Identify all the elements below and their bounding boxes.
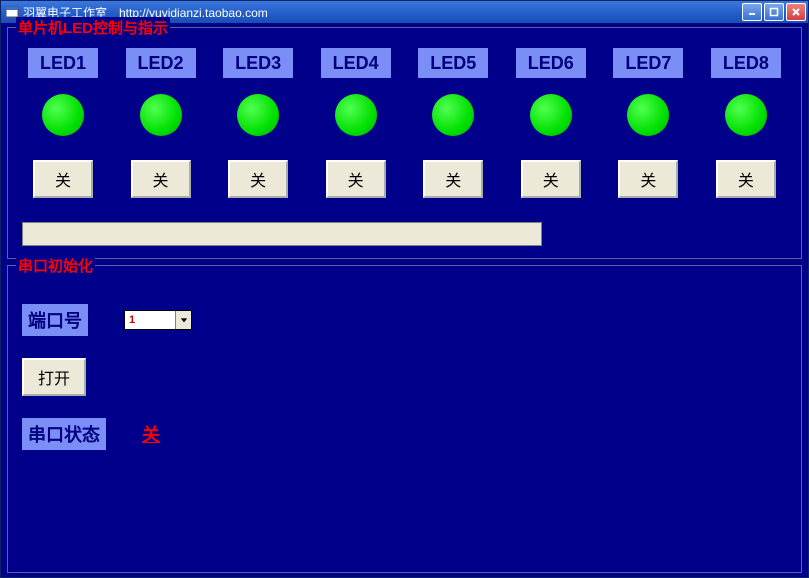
- led-column: LED7 关: [607, 48, 689, 198]
- led-toggle-button[interactable]: 关: [618, 160, 678, 198]
- serial-group: 串口初始化 端口号 1 打开 串口状态 关: [7, 265, 802, 573]
- log-textbox[interactable]: [22, 222, 542, 246]
- status-value: 关: [142, 421, 160, 447]
- status-label: 串口状态: [22, 418, 106, 450]
- led-column: LED4 关: [315, 48, 397, 198]
- led-indicator-icon: [432, 94, 474, 136]
- led-toggle-button[interactable]: 关: [131, 160, 191, 198]
- led-label: LED3: [223, 48, 293, 78]
- led-group: 单片机LED控制与指示 LED1关LED2关LED3关LED4关LED5关LED…: [7, 27, 802, 259]
- led-indicator-icon: [627, 94, 669, 136]
- led-label: LED4: [321, 48, 391, 78]
- led-indicator-icon: [335, 94, 377, 136]
- led-indicator-icon: [725, 94, 767, 136]
- led-label: LED7: [613, 48, 683, 78]
- led-row: LED1 关 LED2 关 LED3 关 LED4 关 LED5 关 LED6 关 LED7 关 LED8 关: [18, 48, 791, 198]
- led-column: LED3 关: [217, 48, 299, 198]
- close-button[interactable]: [786, 3, 806, 21]
- led-label: LED8: [711, 48, 781, 78]
- port-label: 端口号: [22, 304, 88, 336]
- led-toggle-button[interactable]: 关: [423, 160, 483, 198]
- window-controls: [742, 3, 806, 21]
- led-toggle-button[interactable]: 关: [716, 160, 776, 198]
- led-toggle-button[interactable]: 关: [521, 160, 581, 198]
- led-indicator-icon: [237, 94, 279, 136]
- led-label: LED2: [126, 48, 196, 78]
- led-column: LED1 关: [22, 48, 104, 198]
- open-row: 打开: [22, 358, 787, 396]
- main-window: 羽翼电子工作室 http://yuyidianzi.taobao.com 单片机…: [0, 0, 809, 578]
- led-indicator-icon: [530, 94, 572, 136]
- led-column: LED2 关: [120, 48, 202, 198]
- port-value: 1: [125, 314, 175, 326]
- client-area: 单片机LED控制与指示 LED1关LED2关LED3关LED4关LED5关LED…: [1, 23, 808, 577]
- led-column: LED8 关: [705, 48, 787, 198]
- led-indicator-icon: [42, 94, 84, 136]
- status-row: 串口状态 关: [22, 418, 787, 450]
- minimize-button[interactable]: [742, 3, 762, 21]
- led-label: LED5: [418, 48, 488, 78]
- led-label: LED1: [28, 48, 98, 78]
- led-toggle-button[interactable]: 关: [33, 160, 93, 198]
- maximize-button[interactable]: [764, 3, 784, 21]
- led-column: LED5 关: [412, 48, 494, 198]
- port-row: 端口号 1: [22, 304, 787, 336]
- port-combobox[interactable]: 1: [124, 310, 192, 330]
- led-label: LED6: [516, 48, 586, 78]
- serial-group-title: 串口初始化: [16, 255, 95, 276]
- led-toggle-button[interactable]: 关: [326, 160, 386, 198]
- chevron-down-icon: [175, 311, 191, 329]
- led-column: LED6 关: [510, 48, 592, 198]
- led-toggle-button[interactable]: 关: [228, 160, 288, 198]
- led-indicator-icon: [140, 94, 182, 136]
- led-group-title: 单片机LED控制与指示: [16, 17, 170, 38]
- open-button[interactable]: 打开: [22, 358, 86, 396]
